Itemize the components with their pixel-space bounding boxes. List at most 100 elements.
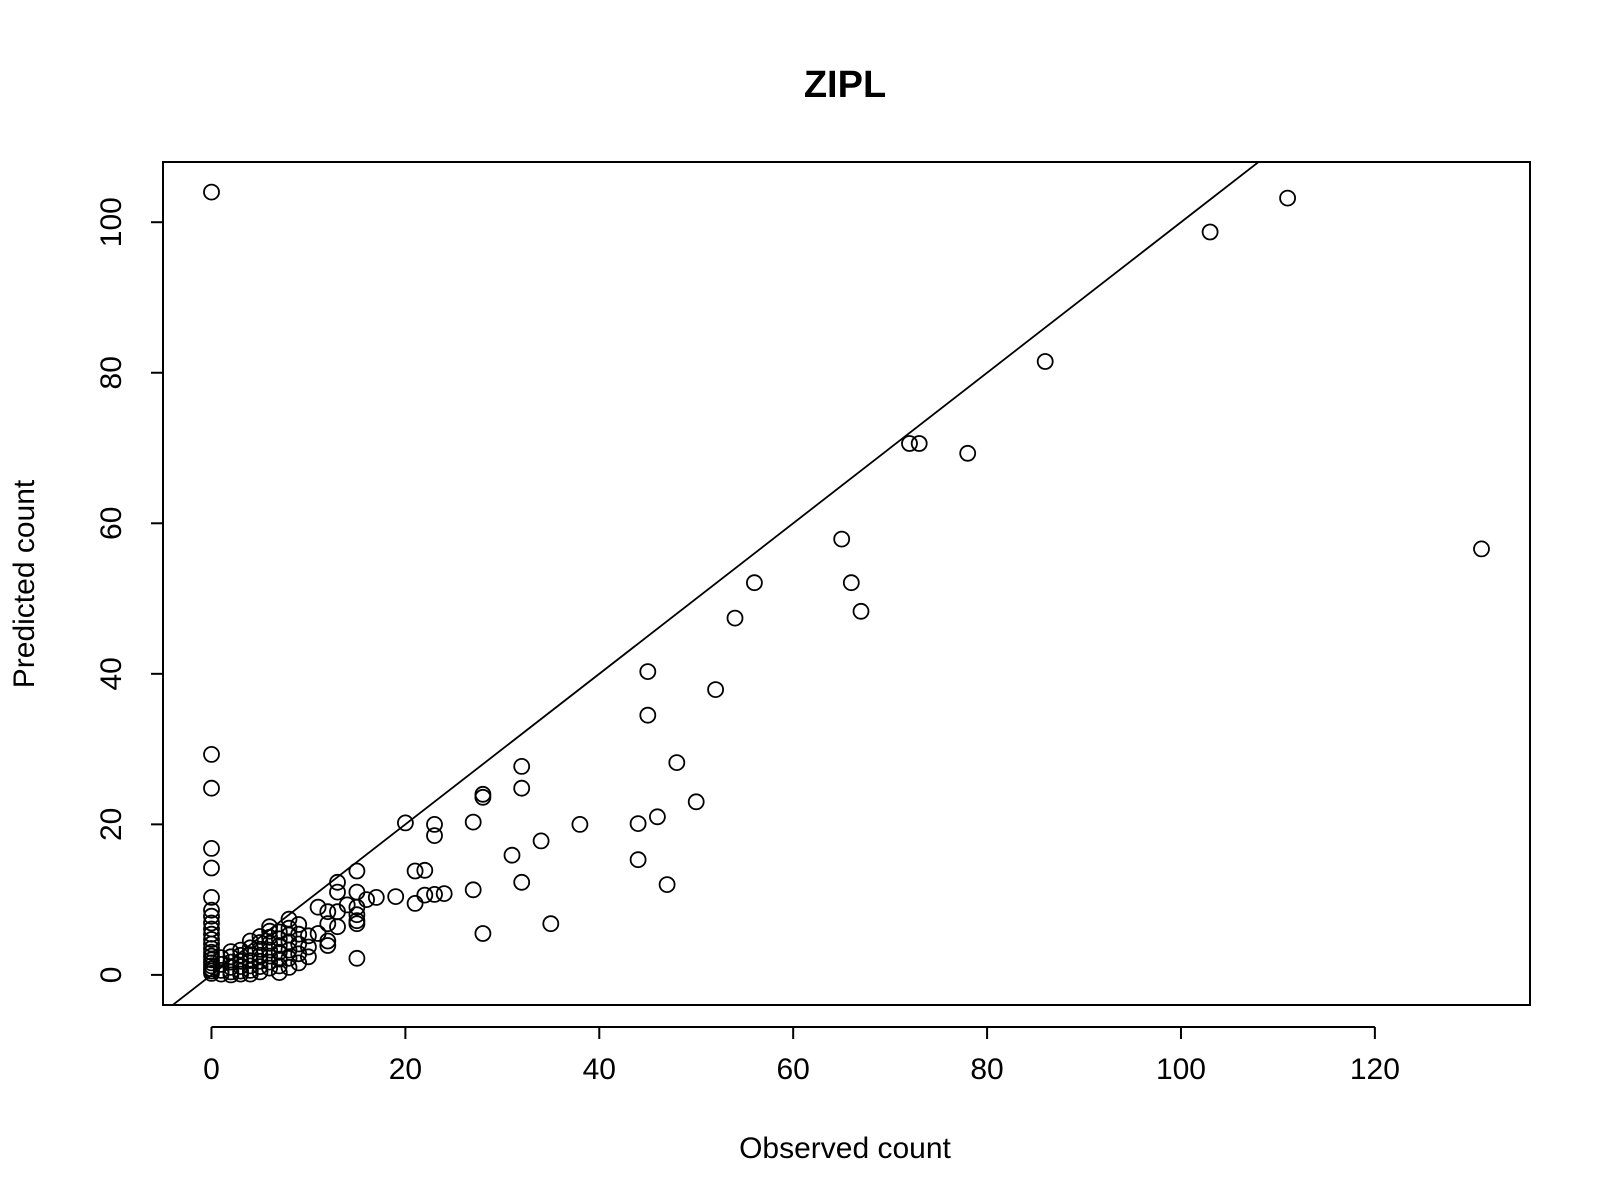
data-point xyxy=(280,959,298,976)
data-point xyxy=(203,943,220,961)
data-point xyxy=(746,574,763,592)
data-point xyxy=(299,927,317,945)
data-point xyxy=(639,706,657,724)
data-point xyxy=(852,602,870,620)
data-point xyxy=(203,931,220,948)
data-point xyxy=(203,859,220,877)
data-point xyxy=(232,941,250,959)
data-point xyxy=(261,934,279,952)
data-point xyxy=(270,943,288,961)
y-axis: 0 20 40 60 80 100 xyxy=(95,197,164,984)
data-point xyxy=(203,914,220,932)
data-point xyxy=(348,883,366,901)
data-point xyxy=(222,966,240,984)
data-point xyxy=(416,886,434,904)
data-point xyxy=(901,435,918,452)
x-axis-label: Observed count xyxy=(739,1132,951,1165)
data-point xyxy=(571,816,589,833)
data-point xyxy=(319,903,337,921)
data-point xyxy=(203,779,220,797)
data-point xyxy=(290,916,308,933)
data-point xyxy=(290,925,308,943)
data-point xyxy=(1473,540,1490,558)
data-point xyxy=(319,915,337,933)
x-tick-label: 60 xyxy=(776,1053,809,1086)
data-point xyxy=(241,932,259,950)
data-point xyxy=(270,923,288,941)
data-point xyxy=(426,886,443,903)
x-axis: 0 20 40 60 80 100 120 xyxy=(203,1026,1400,1086)
data-point xyxy=(270,930,288,948)
data-point xyxy=(232,965,250,983)
data-point xyxy=(203,746,220,763)
data-point xyxy=(270,964,288,981)
data-point xyxy=(668,754,686,771)
data-point xyxy=(513,758,531,775)
data-point xyxy=(348,906,366,924)
data-point xyxy=(513,873,531,891)
data-point xyxy=(241,952,259,969)
data-point xyxy=(687,793,705,811)
data-point xyxy=(203,889,220,906)
data-point xyxy=(338,896,356,914)
data-point xyxy=(261,918,279,936)
data-point xyxy=(1279,189,1296,207)
x-tick-label: 100 xyxy=(1156,1053,1206,1086)
data-point xyxy=(367,889,385,906)
data-point xyxy=(474,925,492,942)
data-point xyxy=(629,851,647,869)
data-point xyxy=(203,183,220,201)
data-point xyxy=(348,915,366,933)
data-point xyxy=(270,950,288,968)
data-point xyxy=(542,915,560,933)
data-point xyxy=(658,876,676,893)
data-point xyxy=(212,949,230,966)
data-point xyxy=(416,861,434,879)
identity-line xyxy=(171,162,1261,1005)
data-point xyxy=(319,937,337,954)
data-point xyxy=(513,779,531,797)
x-tick-label: 40 xyxy=(583,1053,616,1086)
data-point xyxy=(261,941,279,959)
data-point xyxy=(406,862,424,880)
data-point xyxy=(464,881,482,899)
data-point xyxy=(464,813,482,831)
data-point xyxy=(280,949,298,967)
data-point xyxy=(842,574,860,592)
data-point xyxy=(261,947,279,965)
y-tick-label: 0 xyxy=(95,967,128,984)
data-point xyxy=(261,959,279,977)
data-point xyxy=(910,435,928,452)
data-point xyxy=(474,788,492,806)
data-point xyxy=(833,530,851,548)
reference-line-group xyxy=(171,162,1261,1005)
data-point xyxy=(649,808,666,826)
x-tick-label: 0 xyxy=(203,1053,220,1086)
data-point xyxy=(387,888,405,905)
data-point xyxy=(426,827,443,844)
data-point xyxy=(348,862,366,880)
data-point xyxy=(329,883,346,901)
data-point xyxy=(1201,223,1219,241)
data-point xyxy=(1036,353,1054,370)
y-axis-label: Predicted count xyxy=(8,479,41,688)
data-point xyxy=(261,953,279,971)
data-point xyxy=(726,609,744,627)
data-point xyxy=(639,663,657,680)
data-point xyxy=(270,937,288,954)
x-tick-label: 80 xyxy=(970,1053,1003,1086)
data-point xyxy=(203,901,220,919)
data-point xyxy=(406,895,424,912)
y-tick-label: 20 xyxy=(95,808,128,841)
data-point xyxy=(358,891,376,908)
data-points xyxy=(203,183,1490,984)
data-point xyxy=(348,949,366,967)
data-point xyxy=(707,681,724,698)
data-point xyxy=(329,918,346,936)
x-tick-label: 120 xyxy=(1350,1053,1400,1086)
data-point xyxy=(959,444,977,462)
x-tick-label: 20 xyxy=(389,1053,422,1086)
plot-frame xyxy=(162,161,1531,1006)
y-tick-label: 100 xyxy=(95,197,128,247)
data-point xyxy=(290,954,308,972)
